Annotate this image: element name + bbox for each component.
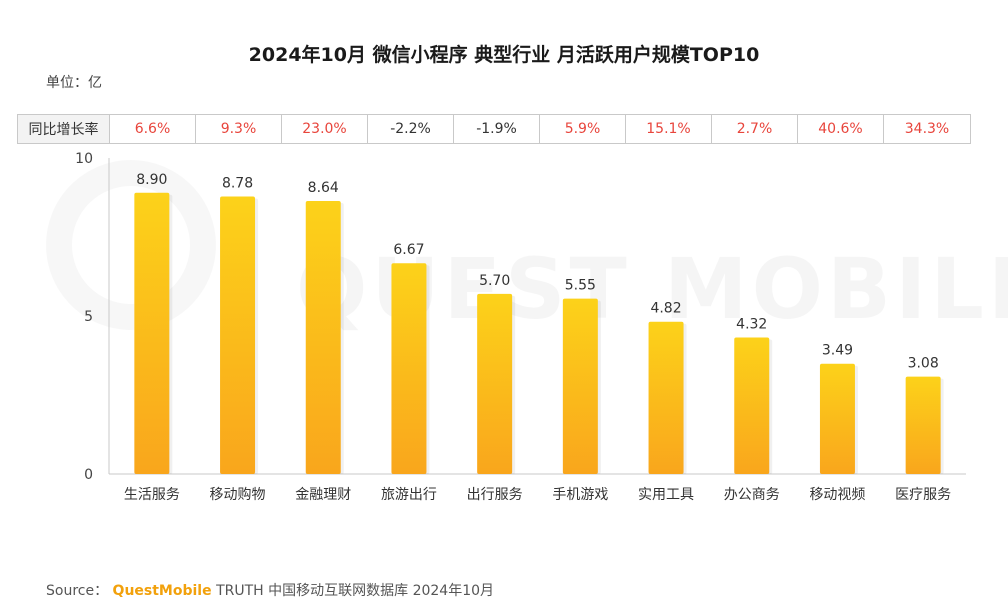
yoy-cell: 5.9% [540,115,626,143]
bar-value-label: 8.90 [136,172,167,188]
bar [905,376,941,474]
source-prefix: Source： [46,583,109,599]
category-label: 医疗服务 [895,487,951,503]
chart-title: 2024年10月 微信小程序 典型行业 月活跃用户规模TOP10 [248,44,760,66]
unit-label: 单位：亿 [46,75,102,91]
category-label: 生活服务 [124,487,180,503]
bar [819,363,855,474]
bar [477,293,513,474]
bar [734,337,770,474]
bar-value-label: 8.78 [222,176,253,192]
yoy-growth-table: 同比增长率 6.6% 9.3% 23.0% -2.2% -1.9% 5.9% 15.1% 2.… [17,114,971,144]
category-label: 实用工具 [638,487,694,503]
source-note: Source： QuestMobile TRUTH 中国移动互联网数据库 202… [46,580,494,600]
category-label: 出行服务 [467,487,523,503]
bar [562,298,598,474]
yoy-cell: -1.9% [454,115,540,143]
category-label: 手机游戏 [552,487,608,503]
category-label: 移动购物 [210,487,266,503]
y-tick-label: 0 [84,467,93,483]
bar-value-label: 6.67 [393,242,424,258]
category-label: 旅游出行 [381,487,437,503]
bar [648,321,684,474]
bar [134,192,170,474]
yoy-cell: 34.3% [904,121,950,137]
yoy-cell: -2.2% [368,115,454,143]
category-label: 移动视频 [809,487,865,503]
bar-value-label: 4.32 [736,316,767,332]
source-brand: QuestMobile [112,583,212,599]
yoy-cell: 2.7% [712,115,798,143]
yoy-header: 同比增长率 [18,115,110,143]
category-label: 金融理财 [295,487,351,503]
bar-value-label: 8.64 [308,180,339,196]
y-tick-label: 5 [84,309,93,325]
bar-value-label: 4.82 [650,301,681,317]
bar-value-label: 5.70 [479,273,510,289]
bar [305,200,341,474]
yoy-cell: 23.0% [282,115,368,143]
category-label: 办公商务 [724,487,780,503]
yoy-cell: 15.1% [626,115,712,143]
yoy-cell: 9.3% [196,115,282,143]
bar-value-label: 3.49 [822,343,853,359]
yoy-cell: 6.6% [110,115,196,143]
y-tick-label: 10 [75,151,93,167]
bar-value-label: 3.08 [908,356,939,372]
bar [220,196,256,474]
bar [391,263,427,474]
bar-value-label: 5.55 [565,278,596,294]
source-rest: TRUTH 中国移动互联网数据库 2024年10月 [216,583,495,599]
yoy-cell: 40.6% [798,115,884,143]
